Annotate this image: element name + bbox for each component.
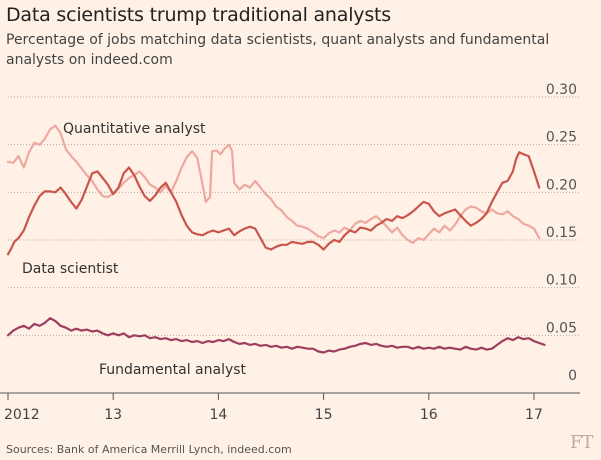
y-tick-label: 0.15 [546, 225, 577, 241]
y-tick-label: 0.25 [546, 130, 577, 146]
y-tick-label: 0.20 [546, 177, 577, 193]
ft-logo: FT [570, 432, 593, 453]
grid-layer: 0 0.05 0.10 0.15 0.20 0.25 0.30 [8, 82, 580, 384]
fundamental-analyst-line [6, 317, 546, 354]
quantitative-analyst-line [6, 124, 541, 244]
x-axis: 2012 13 14 15 16 17 [0, 392, 580, 423]
source-note: Sources: Bank of America Merrill Lynch, … [6, 443, 292, 456]
y-tick-label: 0.05 [546, 320, 577, 336]
page-title: Data scientists trump traditional analys… [6, 4, 391, 26]
x-tick-label: 13 [104, 407, 122, 423]
series-layer [6, 124, 546, 354]
quantitative-analyst-label: Quantitative analyst [63, 121, 206, 137]
data-scientist-line [6, 151, 541, 256]
data-scientist-label: Data scientist [22, 261, 119, 277]
y-tick-label: 0.10 [546, 273, 577, 289]
y-tick-label: 0.30 [546, 82, 577, 98]
x-tick-label: 15 [315, 407, 333, 423]
page-subtitle: Percentage of jobs matching data scienti… [6, 32, 550, 68]
series-labels: Quantitative analyst Data scientist Fundam… [22, 121, 247, 378]
x-tick-label: 17 [525, 407, 543, 423]
x-tick-label: 16 [420, 407, 438, 423]
x-tick-label: 2012 [4, 407, 40, 423]
y-tick-label: 0 [568, 368, 577, 384]
fundamental-analyst-label: Fundamental analyst [99, 362, 247, 378]
x-tick-label: 14 [209, 407, 227, 423]
